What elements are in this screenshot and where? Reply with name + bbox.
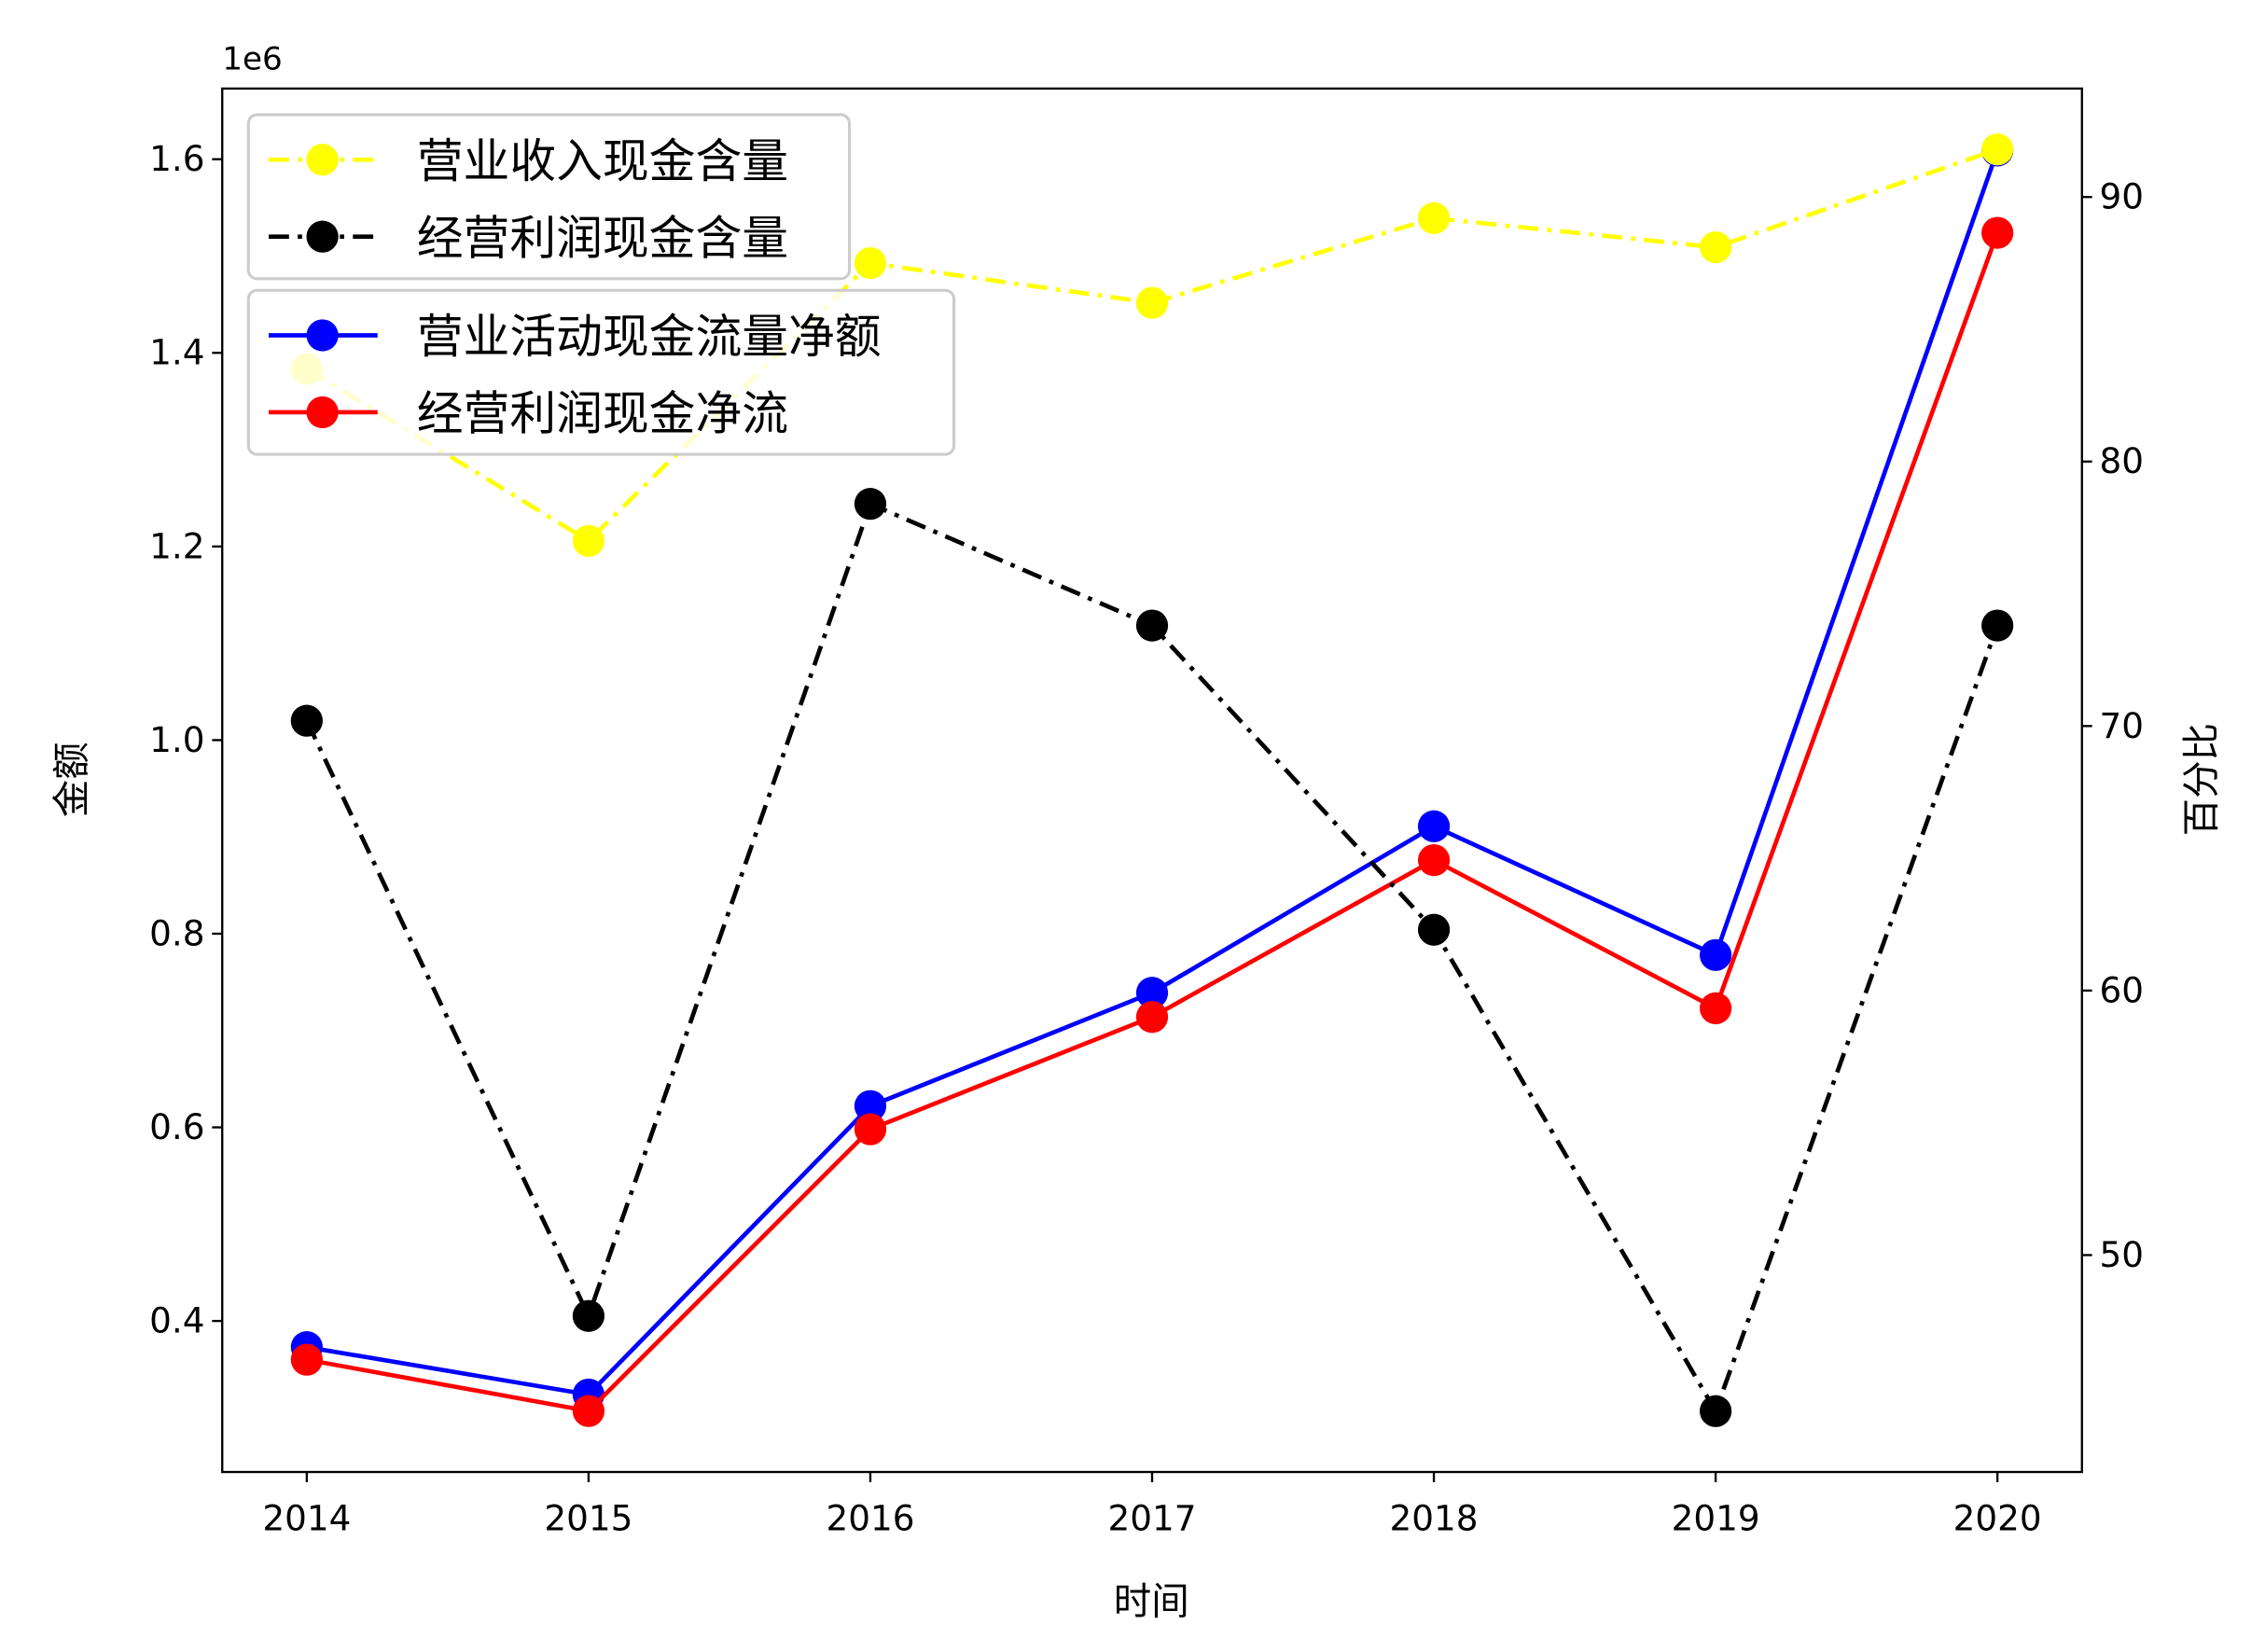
data-point-2	[1699, 230, 1732, 264]
data-point-0	[1417, 810, 1451, 842]
x-axis-label: 时间	[1114, 1579, 1189, 1624]
data-point-2	[572, 524, 605, 557]
data-point-1	[572, 1395, 605, 1427]
y-left-tick-label: 0.4	[149, 1300, 204, 1341]
y-right-tick-label: 70	[2099, 705, 2144, 746]
data-point-3	[290, 704, 323, 737]
data-point-3	[1981, 609, 2014, 642]
legend-label: 经营利润现金含量	[417, 211, 788, 265]
data-point-3	[1135, 609, 1169, 642]
data-point-1	[1135, 1001, 1169, 1034]
legend-box	[246, 288, 956, 456]
data-point-0	[1699, 938, 1732, 971]
data-point-1	[1699, 992, 1732, 1025]
x-tick-label: 2019	[1672, 1497, 1760, 1538]
offset-label: 1e6	[222, 41, 283, 78]
y-left-tick-label: 1.0	[149, 719, 204, 760]
data-point-2	[1417, 201, 1451, 235]
y-left-tick-label: 0.8	[149, 912, 204, 953]
legend-marker	[306, 144, 339, 176]
data-point-1	[290, 1343, 323, 1376]
y-right-tick-label: 50	[2099, 1234, 2144, 1275]
x-tick-label: 2018	[1390, 1497, 1479, 1538]
legend-label: 营业收入现金含量	[417, 134, 788, 188]
x-tick-label: 2014	[262, 1497, 351, 1538]
data-point-3	[1699, 1395, 1732, 1427]
legend-marker	[306, 220, 339, 253]
y-axis-label-right: 百分比	[2178, 723, 2223, 836]
legend-box	[246, 113, 852, 281]
x-tick-label: 2015	[544, 1497, 632, 1538]
y-right-tick-label: 60	[2099, 969, 2144, 1010]
data-point-3	[854, 488, 887, 521]
x-tick-label: 2017	[1108, 1497, 1197, 1538]
y-axis-label-left: 金额	[49, 742, 93, 817]
data-point-3	[1417, 913, 1451, 946]
data-point-2	[1135, 286, 1169, 319]
legend-marker	[306, 319, 339, 352]
legend-marker	[306, 396, 339, 429]
data-point-0	[1135, 977, 1169, 1009]
data-point-1	[1417, 843, 1451, 877]
data-point-0	[854, 1090, 887, 1122]
legend-label: 营业活动现金流量净额	[417, 310, 882, 364]
y-left-tick-label: 1.4	[149, 332, 204, 373]
y-right-tick-label: 90	[2099, 176, 2144, 217]
x-tick-label: 2020	[1953, 1497, 2042, 1538]
y-left-tick-label: 1.2	[149, 525, 204, 566]
x-tick-label: 2016	[826, 1497, 914, 1538]
data-point-2	[1981, 133, 2014, 166]
y-left-tick-label: 1.6	[149, 138, 204, 179]
legend-label: 经营利润现金净流	[417, 387, 788, 441]
y-right-tick-label: 80	[2099, 440, 2144, 481]
data-point-1	[854, 1113, 887, 1145]
y-left-tick-label: 0.6	[149, 1106, 204, 1147]
data-point-2	[854, 246, 887, 280]
data-point-1	[1981, 216, 2014, 249]
data-point-3	[572, 1299, 605, 1332]
